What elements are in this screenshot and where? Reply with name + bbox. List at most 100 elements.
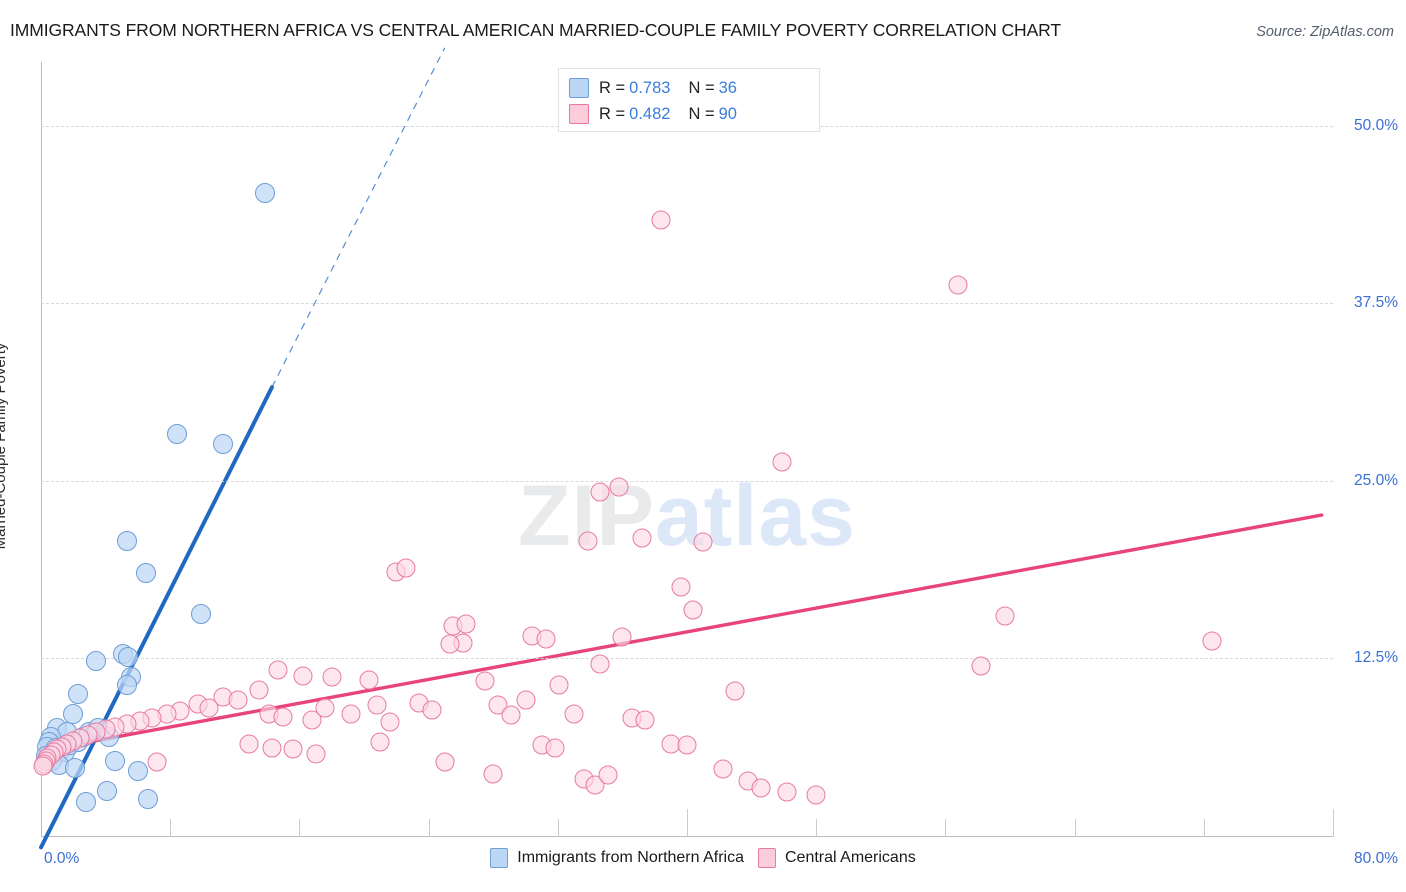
data-point[interactable] [549, 675, 569, 695]
data-point[interactable] [564, 704, 584, 724]
x-axis-tick [945, 819, 947, 837]
data-point[interactable] [367, 695, 387, 715]
data-point[interactable] [635, 710, 655, 730]
data-point[interactable] [683, 600, 703, 620]
data-point[interactable] [213, 434, 234, 455]
legend-row-pink: R = 0.482 N = 90 [569, 101, 809, 127]
data-point[interactable] [396, 558, 416, 578]
data-point[interactable] [671, 577, 691, 597]
data-point[interactable] [239, 734, 259, 754]
x-axis-tick [1333, 809, 1334, 837]
gridline-y [41, 303, 1333, 305]
data-point[interactable] [166, 424, 187, 445]
y-axis-title: Married-Couple Family Poverty [0, 342, 9, 550]
r-value-blue: 0.783 [629, 78, 671, 97]
data-point[interactable] [255, 182, 276, 203]
data-point[interactable] [33, 756, 53, 776]
data-point[interactable] [137, 789, 158, 810]
gridline-y [41, 480, 1333, 482]
data-point[interactable] [971, 656, 991, 676]
source-label: Source: ZipAtlas.com [1256, 24, 1394, 40]
data-point[interactable] [315, 698, 335, 718]
data-point[interactable] [283, 739, 303, 759]
data-point[interactable] [598, 765, 618, 785]
data-point[interactable] [677, 735, 697, 755]
data-point[interactable] [116, 675, 137, 696]
data-point[interactable] [435, 752, 455, 772]
x-axis-max-label: 80.0% [1354, 850, 1398, 867]
legend-item-central-americans[interactable]: Central Americans [758, 848, 916, 868]
data-point[interactable] [105, 750, 126, 771]
data-point[interactable] [127, 760, 148, 781]
x-axis-tick [299, 819, 301, 837]
data-point[interactable] [322, 667, 342, 687]
data-point[interactable] [516, 690, 535, 710]
data-point[interactable] [590, 482, 610, 502]
data-point[interactable] [440, 634, 460, 654]
data-point[interactable] [135, 563, 156, 584]
data-point[interactable] [1202, 631, 1222, 651]
data-point[interactable] [501, 705, 521, 725]
data-point[interactable] [632, 528, 652, 548]
n-value-pink: 90 [718, 104, 737, 123]
y-axis-tick-label: 50.0% [1354, 116, 1398, 134]
data-point[interactable] [147, 752, 167, 772]
data-point[interactable] [693, 532, 713, 552]
data-point[interactable] [302, 710, 322, 730]
legend-marker-northern-africa [490, 848, 509, 868]
legend-swatch-blue [569, 78, 589, 98]
data-point[interactable] [483, 764, 503, 783]
data-point[interactable] [713, 759, 733, 779]
n-value-blue: 36 [718, 78, 737, 97]
data-point[interactable] [359, 670, 379, 690]
data-point[interactable] [995, 606, 1015, 626]
data-point[interactable] [456, 614, 476, 634]
data-point[interactable] [725, 681, 745, 701]
data-point[interactable] [273, 707, 293, 727]
x-axis-tick [816, 819, 818, 837]
gridline-y [41, 658, 1333, 660]
data-point[interactable] [341, 704, 361, 724]
data-point[interactable] [578, 531, 598, 551]
data-point[interactable] [590, 654, 610, 674]
data-point[interactable] [475, 671, 495, 691]
data-point[interactable] [806, 785, 826, 805]
data-point[interactable] [609, 477, 629, 497]
data-point[interactable] [268, 660, 288, 680]
data-point[interactable] [228, 690, 248, 710]
data-point[interactable] [76, 791, 97, 812]
n-label-blue: N = [688, 78, 715, 97]
data-point[interactable] [199, 698, 219, 718]
data-point[interactable] [306, 744, 326, 764]
data-point[interactable] [536, 629, 556, 649]
data-point[interactable] [777, 782, 797, 802]
data-point[interactable] [293, 666, 313, 686]
x-axis-tick [687, 809, 688, 837]
data-point[interactable] [948, 275, 968, 295]
data-point[interactable] [118, 647, 139, 668]
data-point[interactable] [190, 604, 211, 625]
data-point[interactable] [651, 210, 671, 230]
data-point[interactable] [612, 627, 632, 647]
data-point[interactable] [262, 738, 282, 758]
data-point[interactable] [772, 452, 792, 472]
legend-item-northern-africa[interactable]: Immigrants from Northern Africa [490, 848, 744, 868]
data-point[interactable] [63, 703, 84, 724]
data-point[interactable] [249, 680, 269, 700]
data-point[interactable] [422, 700, 442, 720]
data-point[interactable] [545, 738, 565, 758]
data-point[interactable] [116, 530, 137, 551]
data-point[interactable] [380, 712, 400, 732]
data-point[interactable] [85, 651, 106, 672]
n-label-pink: N = [688, 104, 715, 123]
x-axis-tick [1203, 819, 1205, 837]
data-point[interactable] [97, 780, 118, 801]
legend-marker-central-americans [758, 848, 776, 868]
data-point[interactable] [64, 757, 85, 778]
x-axis-tick [428, 819, 430, 837]
x-axis-min-label: 0.0% [44, 850, 80, 867]
data-point[interactable] [68, 683, 89, 704]
data-point[interactable] [370, 732, 390, 752]
data-point[interactable] [751, 778, 771, 798]
r-value-pink: 0.482 [629, 104, 671, 123]
